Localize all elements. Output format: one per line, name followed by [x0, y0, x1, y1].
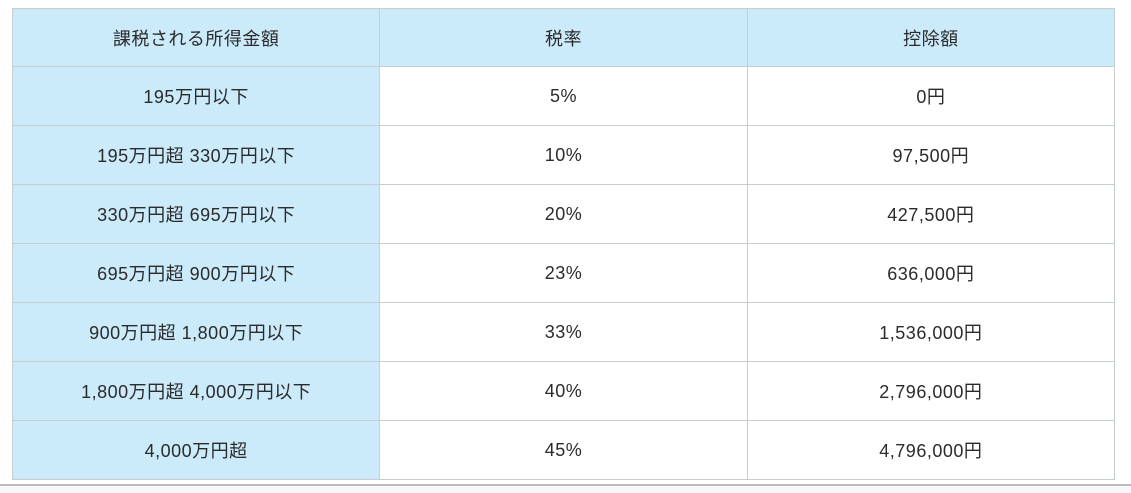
rate-cell: 5%: [379, 66, 748, 126]
income-cell: 195万円超 330万円以下: [11, 125, 381, 185]
rate-cell: 33%: [379, 302, 748, 362]
deduction-cell: 2,796,000円: [746, 361, 1116, 421]
deduction-cell: 1,536,000円: [746, 302, 1116, 362]
table-row: 1,800万円超 4,000万円以下 40% 2,796,000円: [11, 361, 1116, 421]
income-cell: 900万円超 1,800万円以下: [11, 302, 381, 362]
page-footer-strip: [0, 486, 1131, 493]
deduction-cell: 4,796,000円: [746, 420, 1116, 480]
table-row: 900万円超 1,800万円以下 33% 1,536,000円: [11, 302, 1116, 362]
table-row: 195万円以下 5% 0円: [11, 66, 1116, 126]
rate-cell: 20%: [379, 184, 748, 244]
deduction-cell: 427,500円: [746, 184, 1116, 244]
income-cell: 4,000万円超: [11, 420, 381, 480]
table-header-row: 課税される所得金額 税率 控除額: [11, 8, 1116, 67]
deduction-cell: 0円: [746, 66, 1116, 126]
income-cell: 195万円以下: [11, 66, 381, 126]
page-bottom-divider: [0, 484, 1131, 486]
table-row: 195万円超 330万円以下 10% 97,500円: [11, 125, 1116, 185]
table-row: 695万円超 900万円以下 23% 636,000円: [11, 243, 1116, 303]
header-taxable-income: 課税される所得金額: [11, 8, 381, 67]
income-cell: 695万円超 900万円以下: [11, 243, 381, 303]
header-deduction: 控除額: [746, 8, 1116, 67]
income-cell: 1,800万円超 4,000万円以下: [11, 361, 381, 421]
table-row: 4,000万円超 45% 4,796,000円: [11, 420, 1116, 480]
income-cell: 330万円超 695万円以下: [11, 184, 381, 244]
income-tax-rate-table: 課税される所得金額 税率 控除額 195万円以下 5% 0円 195万円超 33…: [11, 8, 1116, 480]
deduction-cell: 97,500円: [746, 125, 1116, 185]
rate-cell: 40%: [379, 361, 748, 421]
deduction-cell: 636,000円: [746, 243, 1116, 303]
table-row: 330万円超 695万円以下 20% 427,500円: [11, 184, 1116, 244]
rate-cell: 45%: [379, 420, 748, 480]
rate-cell: 10%: [379, 125, 748, 185]
rate-cell: 23%: [379, 243, 748, 303]
header-tax-rate: 税率: [379, 8, 748, 67]
